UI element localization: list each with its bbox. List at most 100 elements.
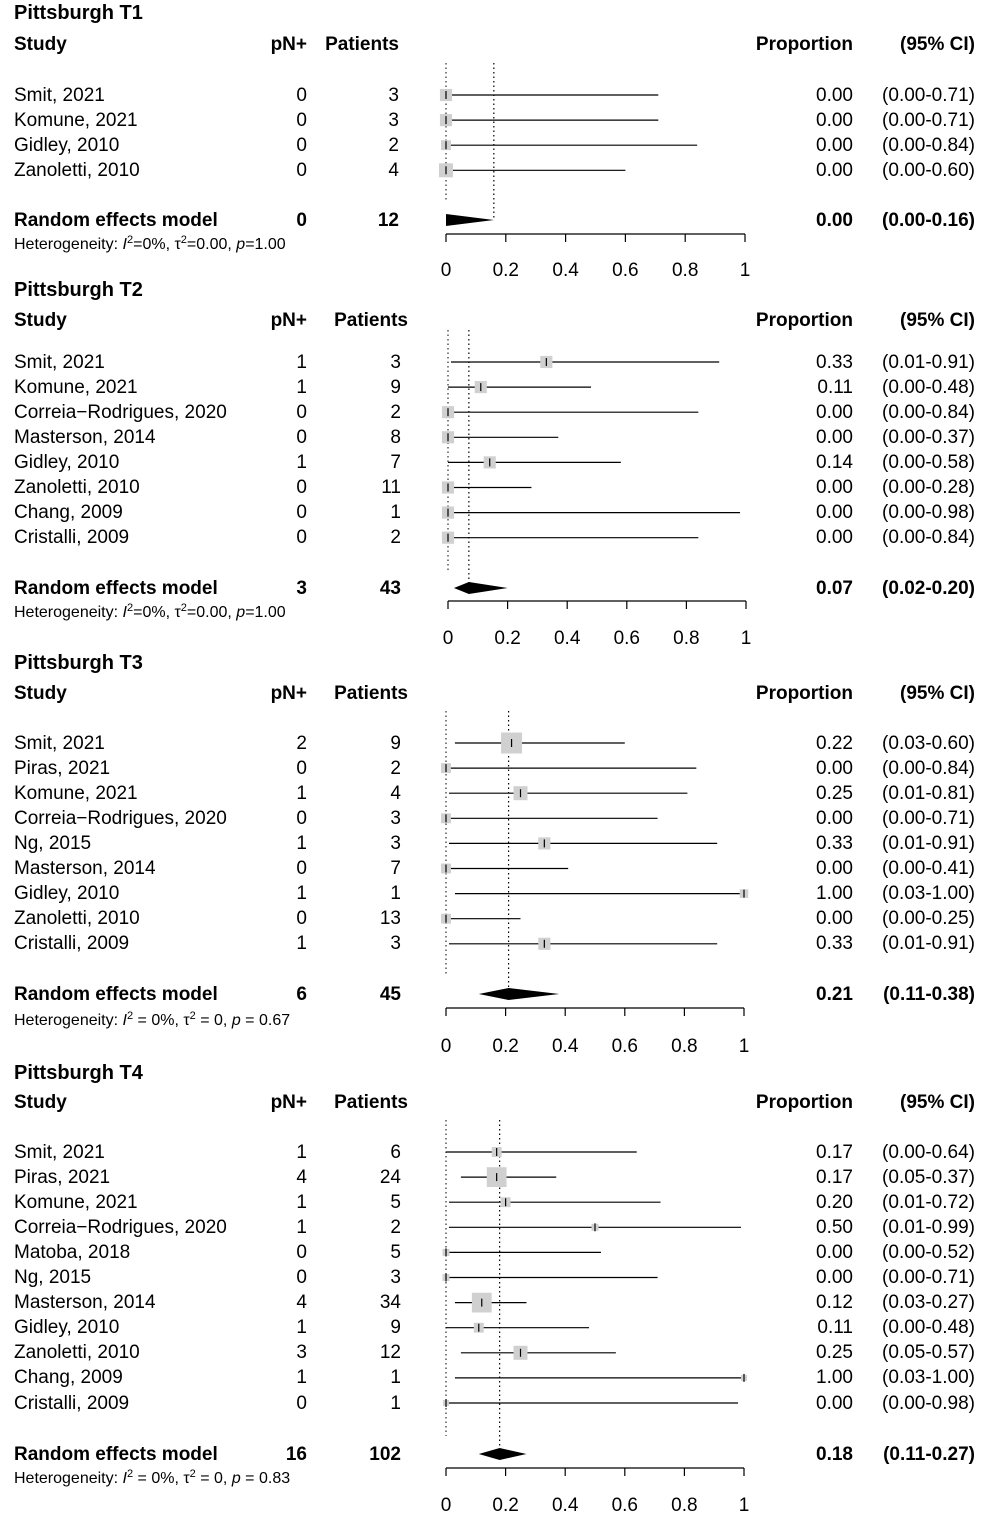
x-tick-label: 0.4 (553, 627, 581, 649)
model-patients: 45 (379, 983, 401, 1005)
study-name: Cristalli, 2009 (14, 527, 130, 549)
study-patients: 13 (379, 908, 401, 930)
study-pn: 0 (296, 527, 307, 549)
x-tick-label: 0.8 (671, 259, 699, 281)
model-label: Random effects model (14, 983, 218, 1005)
heterogeneity-I: I (122, 604, 127, 621)
model-patients: 12 (377, 209, 399, 231)
study-proportion: 0.00 (816, 807, 853, 829)
model-pn: 16 (285, 1443, 307, 1465)
study-proportion: 0.00 (816, 109, 853, 131)
heterogeneity-I: I (122, 1470, 127, 1487)
x-tick-label: 0 (442, 627, 454, 649)
study-ci: (0.00-0.71) (882, 109, 975, 131)
study-proportion: 0.25 (816, 1342, 853, 1364)
study-name: Cristalli, 2009 (14, 933, 130, 955)
study-name: Smit, 2021 (14, 732, 105, 754)
study-pn: 0 (296, 502, 307, 524)
model-ci: (0.00-0.16) (882, 209, 975, 231)
heterogeneity-text: Heterogeneity: I2=0%, τ2=0.00, p=1.00 (14, 234, 286, 253)
study-name: Chang, 2009 (14, 502, 123, 524)
study-proportion: 0.17 (816, 1141, 853, 1163)
study-pn: 1 (296, 832, 307, 854)
study-proportion: 0.00 (816, 502, 853, 524)
heterogeneity-I: I (122, 236, 127, 253)
panel-title: Pittsburgh T4 (14, 1062, 143, 1084)
study-patients: 7 (390, 858, 401, 879)
study-ci: (0.00-0.41) (882, 858, 975, 879)
header-pn: pN+ (270, 309, 307, 331)
study-proportion: 0.50 (816, 1216, 853, 1238)
study-patients: 3 (390, 351, 401, 373)
panel-title: Pittsburgh T1 (14, 2, 143, 24)
study-patients: 11 (381, 477, 401, 498)
heterogeneity-p: p (231, 1012, 241, 1029)
heterogeneity-tau-sup: 2 (180, 602, 187, 614)
model-ci: (0.11-0.27) (883, 1443, 975, 1465)
x-tick-label: 0.2 (492, 259, 519, 281)
study-patients: 1 (390, 1392, 401, 1414)
study-proportion: 0.00 (816, 84, 853, 106)
study-pn: 1 (296, 883, 307, 905)
study-ci: (0.05-0.57) (882, 1342, 975, 1364)
header-proportion: Proportion (755, 33, 853, 55)
study-pn: 1 (296, 1191, 307, 1213)
heterogeneity-I-sup: 2 (126, 1468, 134, 1480)
model-proportion: 0.18 (816, 1443, 853, 1465)
study-patients: 2 (390, 401, 401, 423)
x-tick-label: 0.6 (612, 259, 639, 281)
study-patients: 6 (390, 1141, 401, 1163)
study-ci: (0.00-0.48) (882, 376, 975, 398)
study-proportion: 0.33 (816, 933, 853, 955)
study-patients: 4 (388, 159, 399, 181)
heterogeneity-p-val: = 0.83 (240, 1470, 291, 1487)
study-name: Gidley, 2010 (14, 134, 120, 156)
heterogeneity-prefix: Heterogeneity: (14, 1012, 123, 1029)
study-proportion: 0.25 (816, 782, 853, 804)
study-ci: (0.01-0.72) (882, 1191, 975, 1213)
model-proportion: 0.21 (816, 983, 853, 1005)
study-patients: 2 (390, 527, 401, 549)
study-patients: 34 (379, 1292, 401, 1314)
study-proportion: 0.00 (816, 1241, 853, 1263)
model-label: Random effects model (14, 577, 218, 599)
heterogeneity-tau-val: =0.00, (186, 604, 237, 621)
study-ci: (0.00-0.25) (882, 908, 975, 930)
study-proportion: 0.33 (816, 351, 853, 373)
heterogeneity-tau-sup: 2 (180, 234, 187, 246)
model-proportion: 0.07 (816, 577, 853, 599)
study-name: Gidley, 2010 (14, 451, 120, 473)
model-pn: 0 (296, 209, 307, 231)
panel-title: Pittsburgh T3 (14, 652, 143, 674)
heterogeneity-tau: τ (183, 1012, 190, 1029)
study-ci: (0.00-0.48) (882, 1317, 975, 1339)
study-proportion: 0.00 (816, 1267, 853, 1288)
study-name: Correia−Rodrigues, 2020 (14, 401, 227, 423)
study-patients: 4 (390, 782, 401, 804)
x-tick-label: 0.2 (494, 627, 521, 649)
study-ci: (0.03-1.00) (882, 1367, 975, 1389)
heterogeneity-p: p (236, 236, 246, 253)
heterogeneity-tau-val: = 0, (195, 1012, 232, 1029)
study-pn: 0 (296, 401, 307, 423)
study-name: Matoba, 2018 (14, 1241, 131, 1263)
study-name: Zanoletti, 2010 (14, 908, 140, 930)
study-name: Correia−Rodrigues, 2020 (14, 807, 227, 829)
x-tick-label: 0.4 (551, 1494, 579, 1516)
header-ci: (95% CI) (900, 1091, 975, 1113)
study-proportion: 0.22 (816, 732, 853, 754)
study-name: Smit, 2021 (14, 351, 105, 373)
heterogeneity-tau-val: = 0, (195, 1470, 232, 1487)
heterogeneity-I-sup: 2 (126, 1010, 134, 1022)
header-ci: (95% CI) (900, 682, 975, 704)
study-ci: (0.01-0.91) (882, 933, 975, 955)
study-patients: 5 (390, 1191, 401, 1213)
x-tick-label: 0.2 (492, 1494, 519, 1516)
study-patients: 3 (388, 109, 399, 131)
study-name: Cristalli, 2009 (14, 1392, 130, 1414)
study-patients: 3 (390, 933, 401, 955)
study-ci: (0.00-0.98) (882, 502, 975, 524)
study-patients: 7 (390, 451, 401, 473)
x-tick-label: 1 (738, 1035, 750, 1057)
